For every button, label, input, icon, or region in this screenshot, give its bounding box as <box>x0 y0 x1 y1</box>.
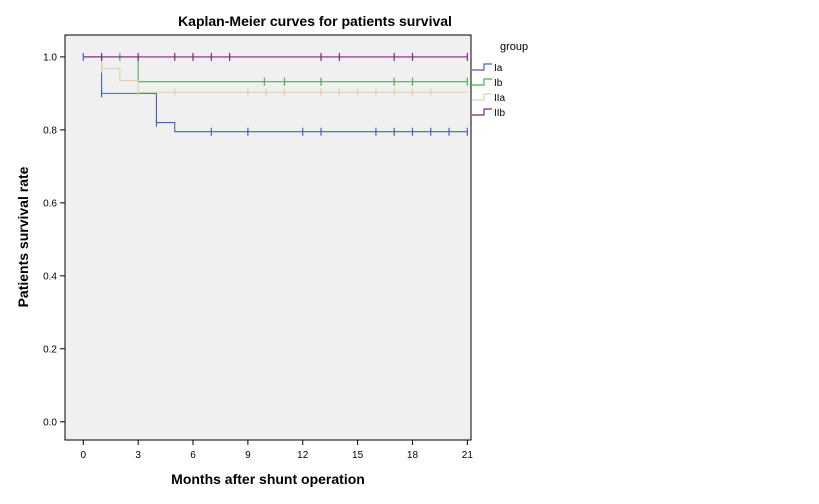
x-tick-label: 21 <box>462 450 474 461</box>
legend-label-Ia: Ia <box>494 63 503 74</box>
y-tick-label: 0.2 <box>43 344 57 355</box>
chart-title: Kaplan-Meier curves for patients surviva… <box>178 13 452 29</box>
legend: group Ia Ib IIa IIb <box>472 41 528 119</box>
y-tick-label: 0.4 <box>43 271 57 282</box>
legend-swatch-IIa <box>472 93 492 101</box>
x-tick-label: 6 <box>190 450 196 461</box>
legend-label-IIb: IIb <box>494 108 506 119</box>
plot-background <box>64 34 472 441</box>
x-tick-label: 0 <box>81 450 87 461</box>
y-tick-label: 0.0 <box>43 417 57 428</box>
x-tick-label: 9 <box>245 450 251 461</box>
survival-curves <box>82 52 468 136</box>
x-axis-label: Months after shunt operation <box>171 471 365 487</box>
legend-label-IIa: IIa <box>494 93 506 104</box>
x-tick-label: 15 <box>352 450 364 461</box>
legend-title: group <box>500 41 528 53</box>
y-tick-label: 0.8 <box>43 125 57 136</box>
y-tick-label: 0.6 <box>43 198 57 209</box>
legend-swatch-IIb <box>472 108 492 116</box>
x-tick-label: 3 <box>135 450 141 461</box>
y-axis-label: Patients survival rate <box>15 166 31 307</box>
y-tick-label: 1.0 <box>43 52 57 63</box>
series-IIb <box>83 52 468 61</box>
x-tick-label: 18 <box>407 450 419 461</box>
legend-label-Ib: Ib <box>494 78 503 89</box>
y-axis-ticks: 0.0 0.2 0.4 0.6 0.8 1.0 <box>43 52 65 428</box>
legend-swatch-Ib <box>472 78 492 86</box>
x-axis-ticks: 0 3 6 9 12 15 18 21 <box>81 440 474 461</box>
x-tick-label: 12 <box>297 450 309 461</box>
legend-swatch-Ia <box>472 63 492 71</box>
